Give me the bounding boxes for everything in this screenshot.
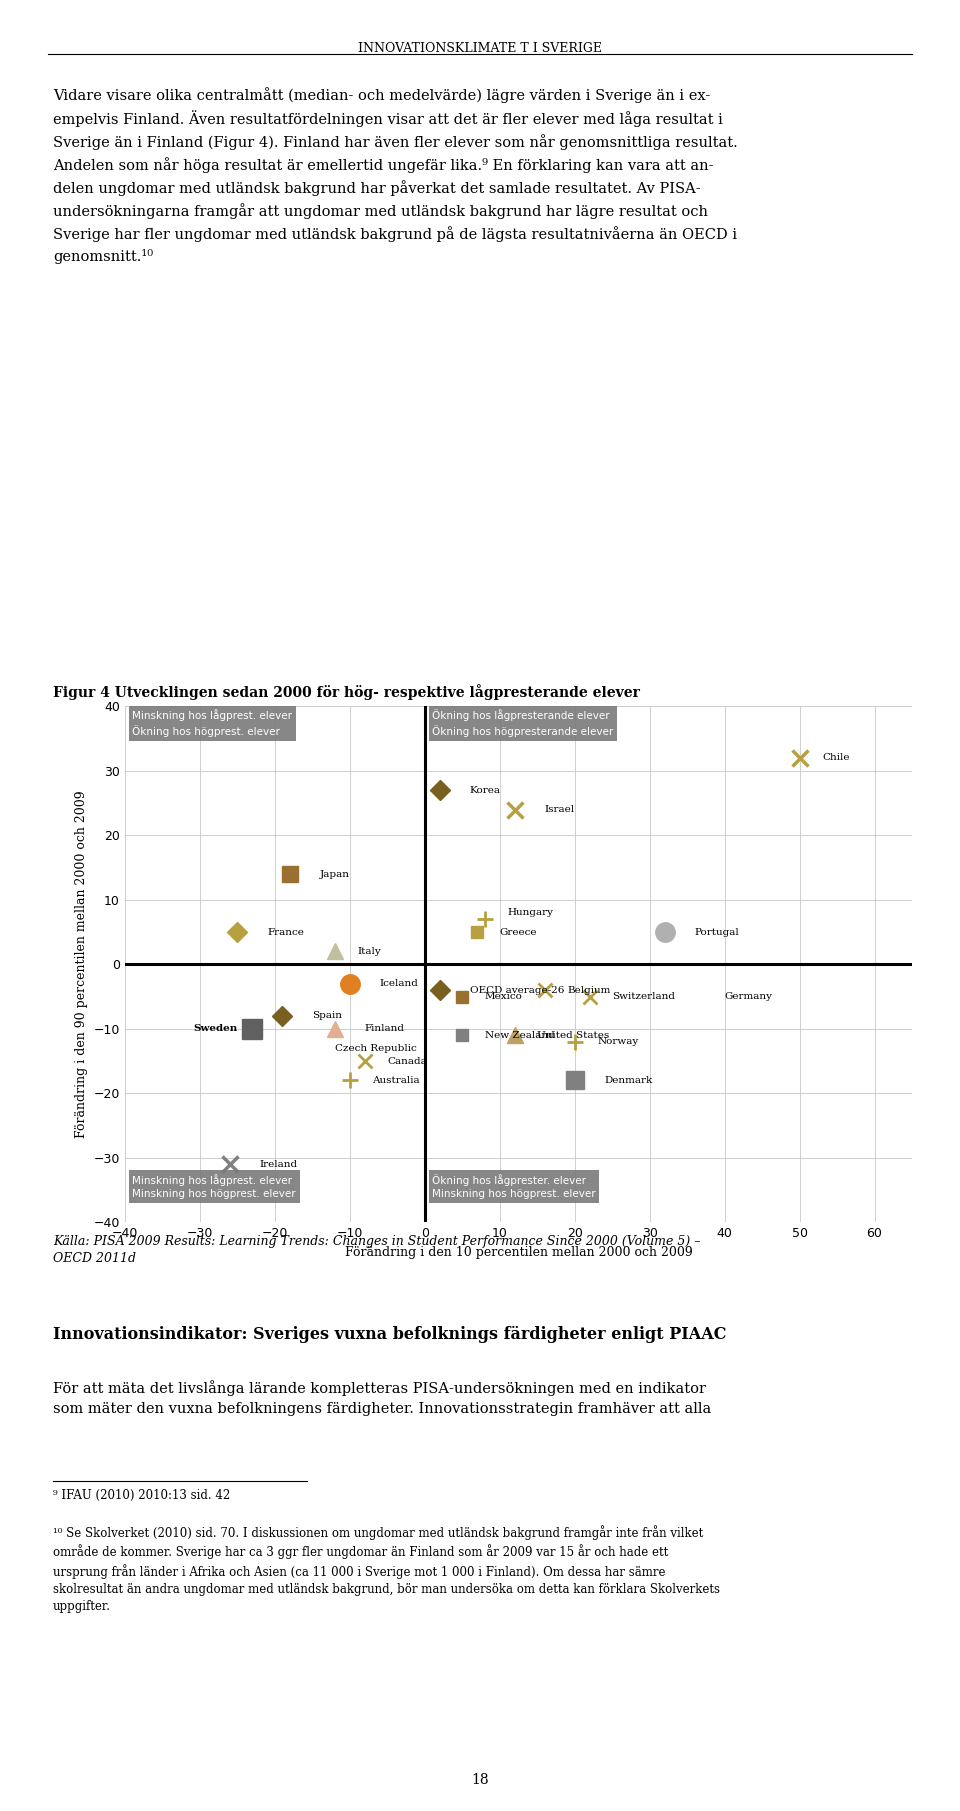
Text: Germany: Germany xyxy=(725,992,773,1001)
Text: ¹⁰ Se Skolverket (2010) sid. 70. I diskussionen om ungdomar med utländsk bakgrun: ¹⁰ Se Skolverket (2010) sid. 70. I disku… xyxy=(53,1525,720,1614)
Text: Minskning hos lågprest. elever
Ökning hos högprest. elever: Minskning hos lågprest. elever Ökning ho… xyxy=(132,710,292,737)
Text: Canada: Canada xyxy=(387,1056,427,1065)
Text: 18: 18 xyxy=(471,1773,489,1787)
Text: Israel: Israel xyxy=(544,806,575,813)
Text: Norway: Norway xyxy=(597,1038,638,1047)
Text: Ireland: Ireland xyxy=(260,1159,298,1168)
Text: Denmark: Denmark xyxy=(605,1076,653,1085)
Text: Belgium: Belgium xyxy=(567,985,611,994)
Text: Mexico: Mexico xyxy=(485,992,522,1001)
Text: OECD average-26: OECD average-26 xyxy=(469,985,564,994)
Text: France: France xyxy=(267,927,304,936)
Text: Figur 4 Utvecklingen sedan 2000 för hög- respektive lågpresterande elever: Figur 4 Utvecklingen sedan 2000 för hög-… xyxy=(53,685,639,701)
Text: Innovationsindikator: Sveriges vuxna befolknings färdigheter enligt PIAAC: Innovationsindikator: Sveriges vuxna bef… xyxy=(53,1326,727,1342)
Text: Sweden: Sweden xyxy=(193,1025,237,1034)
Text: Czech Republic: Czech Republic xyxy=(335,1043,417,1052)
Text: Iceland: Iceland xyxy=(380,980,419,989)
Text: Greece: Greece xyxy=(499,927,538,936)
Text: Italy: Italy xyxy=(357,947,381,956)
Text: ⁹ IFAU (2010) 2010:13 sid. 42: ⁹ IFAU (2010) 2010:13 sid. 42 xyxy=(53,1489,230,1501)
Text: Spain: Spain xyxy=(312,1012,342,1020)
Text: Ökning hos lågprester. elever
Minskning hos högprest. elever: Ökning hos lågprester. elever Minskning … xyxy=(432,1174,596,1199)
Text: Japan: Japan xyxy=(320,869,349,878)
Text: INNOVATIONSKLIMATE T I SVERIGE: INNOVATIONSKLIMATE T I SVERIGE xyxy=(358,42,602,54)
Text: Portugal: Portugal xyxy=(695,927,739,936)
Text: Korea: Korea xyxy=(469,786,501,795)
Text: Källa: PISA 2009 Results: Learning Trends: Changes in Student Performance Since : Källa: PISA 2009 Results: Learning Trend… xyxy=(53,1235,700,1266)
Text: Finland: Finland xyxy=(365,1025,405,1034)
Text: Switzerland: Switzerland xyxy=(612,992,675,1001)
Text: Vidare visare olika centralmått (median- och medelvärde) lägre värden i Sverige : Vidare visare olika centralmått (median-… xyxy=(53,87,737,264)
Text: United States: United States xyxy=(538,1030,610,1040)
Text: Australia: Australia xyxy=(372,1076,420,1085)
Text: New Zealand: New Zealand xyxy=(485,1030,555,1040)
Text: Hungary: Hungary xyxy=(507,909,553,916)
X-axis label: Förändring i den 10 percentilen mellan 2000 och 2009: Förändring i den 10 percentilen mellan 2… xyxy=(345,1246,692,1259)
Y-axis label: Förändring i den 90 percentilen mellan 2000 och 2009: Förändring i den 90 percentilen mellan 2… xyxy=(75,791,88,1137)
Text: Ökning hos lågpresterande elever
Ökning hos högpresterande elever: Ökning hos lågpresterande elever Ökning … xyxy=(432,710,613,737)
Text: Minskning hos lågprest. elever
Minskning hos högprest. elever: Minskning hos lågprest. elever Minskning… xyxy=(132,1174,296,1199)
Text: Chile: Chile xyxy=(822,753,850,762)
Text: För att mäta det livslånga lärande kompletteras PISA-undersökningen med en indik: För att mäta det livslånga lärande kompl… xyxy=(53,1380,711,1416)
